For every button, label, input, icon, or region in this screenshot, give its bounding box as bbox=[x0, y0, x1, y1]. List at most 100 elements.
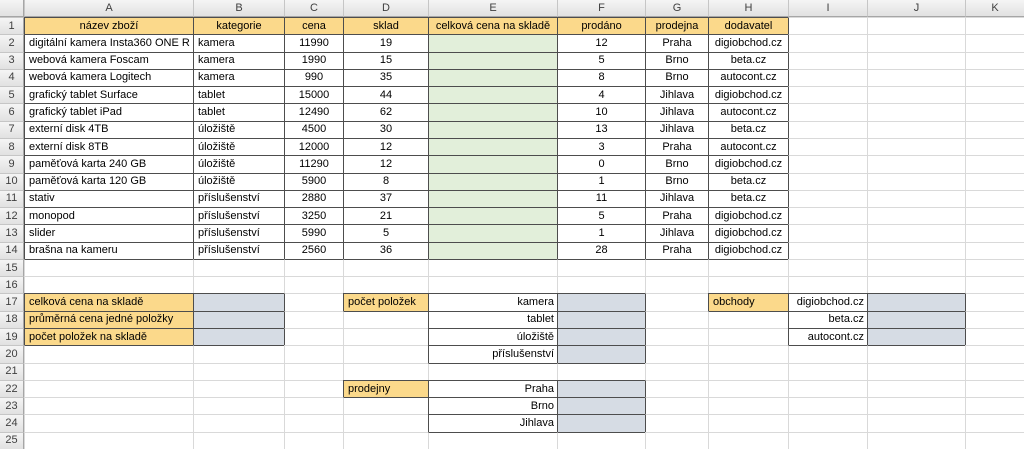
cell-I4[interactable] bbox=[788, 68, 867, 87]
cell-G4[interactable]: Brno bbox=[645, 68, 708, 87]
cell-F5[interactable]: 4 bbox=[557, 86, 645, 104]
cell-C14[interactable]: 2560 bbox=[284, 241, 343, 259]
cell-I12[interactable] bbox=[788, 207, 867, 225]
column-header-B[interactable]: B bbox=[193, 0, 284, 17]
cell-H6[interactable]: autocont.cz bbox=[708, 103, 788, 121]
cell-D4[interactable]: 35 bbox=[343, 68, 428, 87]
cell-A5[interactable]: grafický tablet Surface bbox=[24, 86, 193, 104]
cell-H17[interactable]: obchody bbox=[708, 293, 788, 311]
cell-H18[interactable] bbox=[708, 310, 788, 329]
cell-B21[interactable] bbox=[193, 362, 284, 380]
cell-H21[interactable] bbox=[708, 362, 788, 380]
cell-E15[interactable] bbox=[428, 258, 557, 277]
cell-J2[interactable] bbox=[867, 34, 965, 52]
cell-A23[interactable] bbox=[24, 397, 193, 415]
cell-F18[interactable] bbox=[557, 310, 645, 329]
cell-H22[interactable] bbox=[708, 379, 788, 398]
cell-E23[interactable]: Brno bbox=[428, 397, 557, 415]
row-header-12[interactable]: 12 bbox=[0, 207, 24, 225]
cell-H10[interactable]: beta.cz bbox=[708, 172, 788, 190]
cell-B12[interactable]: příslušenství bbox=[193, 207, 284, 225]
cell-K15[interactable] bbox=[965, 258, 1024, 277]
cell-J11[interactable] bbox=[867, 189, 965, 208]
cell-I23[interactable] bbox=[788, 397, 867, 415]
cell-D6[interactable]: 62 bbox=[343, 103, 428, 121]
column-header-A[interactable]: A bbox=[24, 0, 193, 17]
cell-E22[interactable]: Praha bbox=[428, 379, 557, 398]
cell-I10[interactable] bbox=[788, 172, 867, 190]
cell-E4[interactable] bbox=[428, 68, 557, 87]
cell-D10[interactable]: 8 bbox=[343, 172, 428, 190]
cell-J12[interactable] bbox=[867, 207, 965, 225]
cell-A12[interactable]: monopod bbox=[24, 207, 193, 225]
cell-K9[interactable] bbox=[965, 155, 1024, 173]
cell-A25[interactable] bbox=[24, 431, 193, 449]
cell-K16[interactable] bbox=[965, 276, 1024, 294]
column-header-C[interactable]: C bbox=[284, 0, 343, 17]
cell-B5[interactable]: tablet bbox=[193, 86, 284, 104]
cell-C2[interactable]: 11990 bbox=[284, 34, 343, 52]
cell-I19[interactable]: autocont.cz bbox=[788, 328, 867, 346]
cell-I15[interactable] bbox=[788, 258, 867, 277]
cell-K18[interactable] bbox=[965, 310, 1024, 329]
cell-K24[interactable] bbox=[965, 414, 1024, 432]
cell-C10[interactable]: 5900 bbox=[284, 172, 343, 190]
cell-A20[interactable] bbox=[24, 345, 193, 363]
cell-G18[interactable] bbox=[645, 310, 708, 329]
cell-D18[interactable] bbox=[343, 310, 428, 329]
cell-B13[interactable]: příslušenství bbox=[193, 224, 284, 242]
cell-F15[interactable] bbox=[557, 258, 645, 277]
cell-E7[interactable] bbox=[428, 120, 557, 138]
cell-B22[interactable] bbox=[193, 379, 284, 398]
cell-G12[interactable]: Praha bbox=[645, 207, 708, 225]
cell-K8[interactable] bbox=[965, 137, 1024, 156]
cell-A8[interactable]: externí disk 8TB bbox=[24, 137, 193, 156]
cell-D24[interactable] bbox=[343, 414, 428, 432]
cell-G9[interactable]: Brno bbox=[645, 155, 708, 173]
cell-H7[interactable]: beta.cz bbox=[708, 120, 788, 138]
cell-E13[interactable] bbox=[428, 224, 557, 242]
cell-G14[interactable]: Praha bbox=[645, 241, 708, 259]
cell-C22[interactable] bbox=[284, 379, 343, 398]
row-header-8[interactable]: 8 bbox=[0, 137, 24, 156]
cell-B8[interactable]: úložiště bbox=[193, 137, 284, 156]
cell-G13[interactable]: Jihlava bbox=[645, 224, 708, 242]
cell-B20[interactable] bbox=[193, 345, 284, 363]
cell-K4[interactable] bbox=[965, 68, 1024, 87]
cell-K17[interactable] bbox=[965, 293, 1024, 311]
cell-F2[interactable]: 12 bbox=[557, 34, 645, 52]
cell-G1[interactable]: prodejna bbox=[645, 17, 708, 35]
cell-C15[interactable] bbox=[284, 258, 343, 277]
cell-D16[interactable] bbox=[343, 276, 428, 294]
cell-E11[interactable] bbox=[428, 189, 557, 208]
cell-I14[interactable] bbox=[788, 241, 867, 259]
cell-B18[interactable] bbox=[193, 310, 284, 329]
cell-J13[interactable] bbox=[867, 224, 965, 242]
cell-F17[interactable] bbox=[557, 293, 645, 311]
cell-G10[interactable]: Brno bbox=[645, 172, 708, 190]
cell-D11[interactable]: 37 bbox=[343, 189, 428, 208]
cell-C1[interactable]: cena bbox=[284, 17, 343, 35]
cell-F22[interactable] bbox=[557, 379, 645, 398]
row-header-13[interactable]: 13 bbox=[0, 224, 24, 242]
cell-G20[interactable] bbox=[645, 345, 708, 363]
cell-I2[interactable] bbox=[788, 34, 867, 52]
cell-E1[interactable]: celková cena na skladě bbox=[428, 17, 557, 35]
cell-J25[interactable] bbox=[867, 431, 965, 449]
cell-J15[interactable] bbox=[867, 258, 965, 277]
cell-A10[interactable]: paměťová karta 120 GB bbox=[24, 172, 193, 190]
cell-D12[interactable]: 21 bbox=[343, 207, 428, 225]
cell-E12[interactable] bbox=[428, 207, 557, 225]
cell-A4[interactable]: webová kamera Logitech bbox=[24, 68, 193, 87]
cell-D17[interactable]: počet položek bbox=[343, 293, 428, 311]
cell-I25[interactable] bbox=[788, 431, 867, 449]
cell-G22[interactable] bbox=[645, 379, 708, 398]
cell-C18[interactable] bbox=[284, 310, 343, 329]
cell-C16[interactable] bbox=[284, 276, 343, 294]
cell-C13[interactable]: 5990 bbox=[284, 224, 343, 242]
cell-J20[interactable] bbox=[867, 345, 965, 363]
cell-G2[interactable]: Praha bbox=[645, 34, 708, 52]
cell-F21[interactable] bbox=[557, 362, 645, 380]
cell-K1[interactable] bbox=[965, 17, 1024, 35]
row-header-5[interactable]: 5 bbox=[0, 86, 24, 104]
